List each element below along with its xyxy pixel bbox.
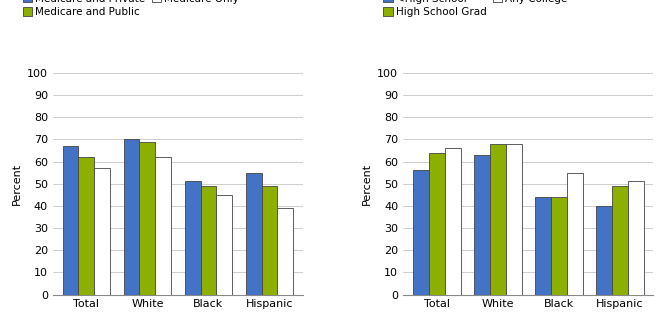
Bar	[139, 142, 155, 295]
Legend: <High School, High School Grad, Any College: <High School, High School Grad, Any Coll…	[383, 0, 568, 17]
Legend: Medicare and Private, Medicare and Public, Medicare Only: Medicare and Private, Medicare and Publi…	[23, 0, 239, 17]
Bar	[201, 186, 216, 295]
Y-axis label: Percent: Percent	[11, 163, 21, 205]
Bar	[94, 168, 110, 295]
Bar	[506, 144, 521, 295]
Bar	[612, 186, 628, 295]
Bar	[216, 195, 232, 295]
Bar	[628, 181, 644, 295]
Bar	[551, 197, 567, 295]
Bar	[429, 153, 445, 295]
Y-axis label: Percent: Percent	[362, 163, 372, 205]
Bar	[79, 157, 94, 295]
Bar	[277, 208, 293, 295]
Bar	[474, 155, 490, 295]
Bar	[596, 206, 612, 295]
Bar	[567, 172, 583, 295]
Bar	[261, 186, 277, 295]
Bar	[155, 157, 171, 295]
Bar	[490, 144, 506, 295]
Bar	[535, 197, 551, 295]
Bar	[185, 181, 201, 295]
Bar	[445, 148, 461, 295]
Bar	[246, 172, 261, 295]
Bar	[123, 139, 139, 295]
Bar	[63, 146, 79, 295]
Bar	[413, 170, 429, 295]
